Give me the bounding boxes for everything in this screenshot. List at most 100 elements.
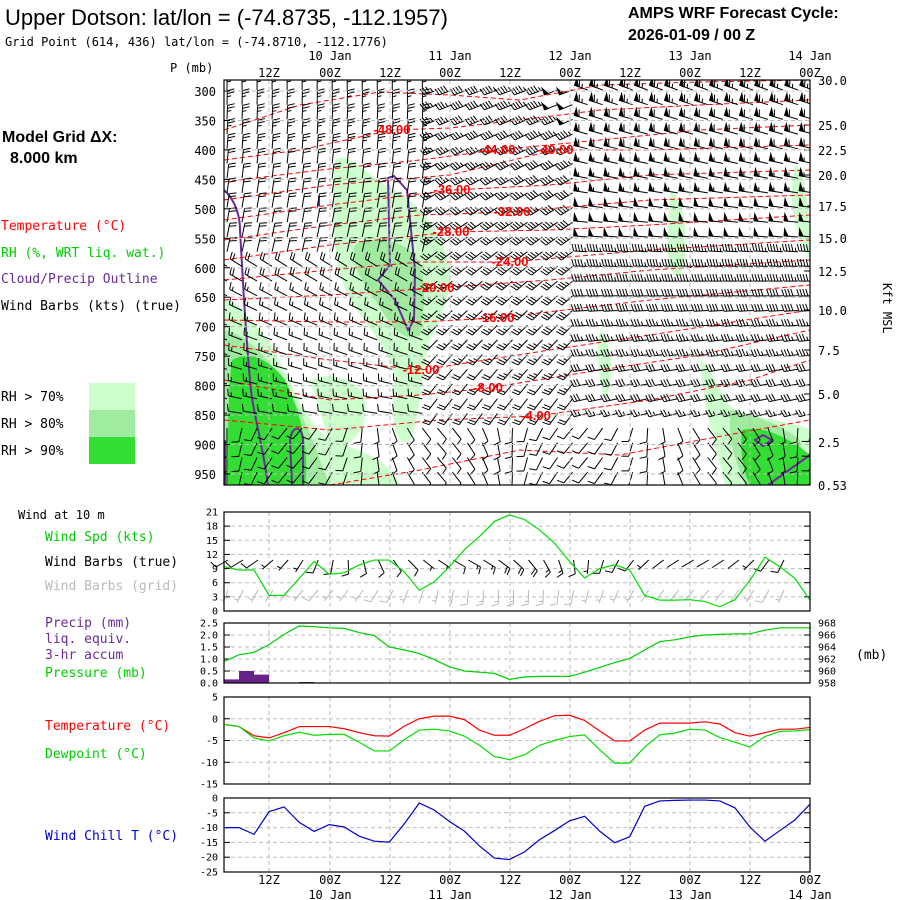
wind-barb [708,166,723,179]
wind-barb [525,310,543,321]
barb-full [301,480,310,484]
barb-full [757,303,761,312]
wind-barb [618,211,633,223]
wind-barb [706,243,723,253]
barb-staff [663,398,678,403]
barb-full [497,283,505,289]
barb-staff [516,251,528,261]
barb-full [750,410,755,417]
wind-barb [391,147,401,164]
wind-barb [738,136,754,150]
wind-barb [450,310,468,321]
barb-full [542,253,550,259]
wind-barb [464,100,483,111]
barb-full [630,304,635,312]
barb-full [317,135,326,139]
barb-full [607,288,611,297]
barb-half [442,298,447,302]
barb-full [289,266,293,275]
wind-barb [524,130,543,141]
wind-barb [333,342,348,356]
wind-barb [224,308,228,311]
barb-full [769,289,773,297]
barb-full [771,348,776,356]
barb-full [799,319,803,327]
barb-half [392,80,397,83]
wind-barb [421,132,431,149]
barb-staff [769,368,784,373]
barb-staff [360,428,363,443]
wind-barb [648,106,663,120]
barb-half [458,343,463,347]
barb-full [464,88,470,96]
barb-full [469,251,477,257]
wind-barb [542,398,558,411]
barb-full [542,268,550,274]
barb-full [257,91,265,95]
wind-barb [692,471,701,485]
barb-pennant [768,121,775,133]
barb-full [319,177,327,180]
barb-staff [316,149,320,164]
wind-barb [600,363,618,373]
barb-staff [346,237,351,252]
barb-pennant [588,226,594,237]
barb-pennant [618,136,624,148]
barb-half [655,336,659,341]
wind-barb [304,297,318,311]
barb-staff [228,410,243,414]
barb-staff [535,427,543,441]
barb-full [422,74,429,76]
wind-barb [466,398,483,411]
barb-full [649,289,653,297]
barb-full [392,388,395,396]
barb-full [494,179,501,186]
barb-staff [472,324,483,336]
barb-staff [408,410,423,414]
barb-full [622,244,626,252]
barb-pennant [708,196,714,207]
wind-barb [451,398,468,411]
barb-staff [393,395,408,400]
barb-full [511,391,519,396]
kft-tick-label: 5.0 [818,388,840,402]
barb-staff [394,319,408,326]
barb-half [791,351,794,356]
barb-half [422,95,427,98]
wind-barb [516,427,528,443]
barb-full [437,283,445,289]
wind-barb [288,312,303,326]
barb-staff [224,353,228,356]
wind-barb [693,226,708,238]
wind-barb [479,191,498,201]
wind-barb [449,191,468,201]
barb-staff [485,192,498,201]
barb-staff [243,410,258,414]
barb-full [545,281,552,287]
barb-full [273,297,277,305]
wind-barb [555,280,573,291]
barb-staff [548,368,558,381]
barb-full [802,244,806,252]
barb-half [791,321,794,326]
barb-full [542,466,550,470]
wind-barb [705,348,723,357]
barb-staff [456,310,468,321]
wind-barb [690,348,708,357]
barb-full [333,327,336,335]
barb-staff [561,251,573,261]
wind-barb [480,310,498,321]
barb-full [621,363,626,371]
barb-staff [754,412,769,418]
barb-staff [258,395,273,400]
barb-full [527,253,535,259]
barb-staff [363,395,378,400]
barb-full [303,195,312,198]
barb-full [479,118,485,126]
barb-half [563,373,568,376]
barb-full [272,91,280,95]
wind-barb [451,442,462,460]
wind-barb [480,280,498,291]
barb-staff [709,398,723,403]
barb-full [423,389,431,393]
